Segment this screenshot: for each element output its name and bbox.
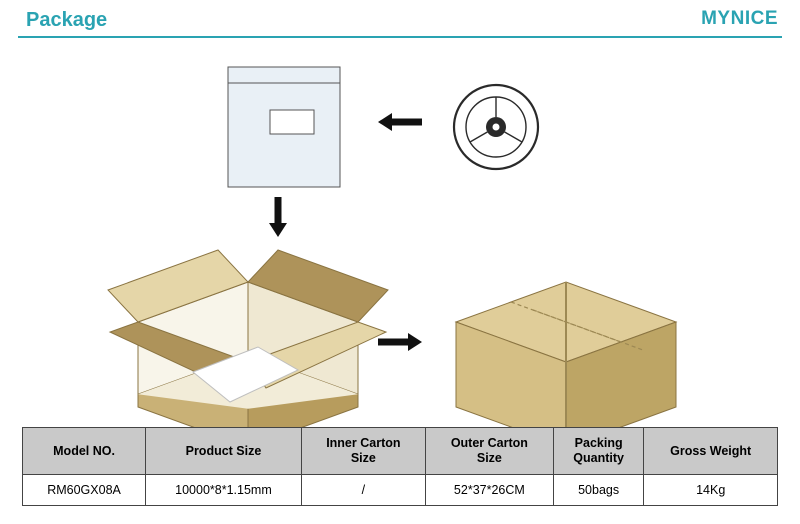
table-cell: 50bags: [553, 475, 644, 506]
table-cell: 14Kg: [644, 475, 778, 506]
open-box-icon: [108, 250, 388, 434]
diagram-svg: [18, 42, 782, 434]
table-header-cell: Gross Weight: [644, 428, 778, 475]
table-header-row: Model NO.Product SizeInner CartonSizeOut…: [23, 428, 778, 475]
closed-box-icon: [456, 282, 676, 434]
arrow-left-icon: [378, 113, 422, 131]
arrow-down-icon: [269, 197, 287, 237]
table-cell: 52*37*26CM: [425, 475, 553, 506]
table-header-cell: Model NO.: [23, 428, 146, 475]
brand-logo: MYNICE: [701, 8, 778, 30]
table-cell: /: [301, 475, 425, 506]
spec-table: Model NO.Product SizeInner CartonSizeOut…: [22, 427, 778, 506]
package-diagram: [18, 42, 782, 434]
table-cell: RM60GX08A: [23, 475, 146, 506]
table-body: RM60GX08A10000*8*1.15mm/52*37*26CM50bags…: [23, 475, 778, 506]
reel-icon: [454, 85, 538, 169]
table-header-cell: Product Size: [146, 428, 302, 475]
page-title: Package: [26, 9, 107, 32]
table-cell: 10000*8*1.15mm: [146, 475, 302, 506]
page-header: Package MYNICE: [18, 0, 782, 38]
table-header-cell: PackingQuantity: [553, 428, 644, 475]
arrow-right-icon: [378, 333, 422, 351]
bag-icon: [228, 67, 340, 187]
table-header-cell: Inner CartonSize: [301, 428, 425, 475]
table-header-cell: Outer CartonSize: [425, 428, 553, 475]
table-row: RM60GX08A10000*8*1.15mm/52*37*26CM50bags…: [23, 475, 778, 506]
